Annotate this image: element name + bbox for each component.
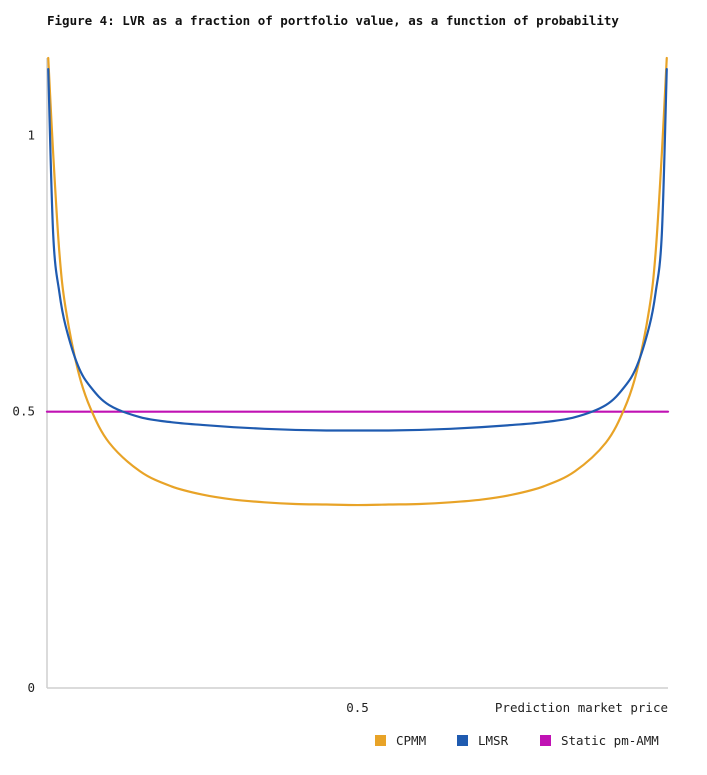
legend-label: Static pm-AMM bbox=[561, 733, 659, 748]
x-tick-label: 0.5 bbox=[346, 700, 369, 715]
axes bbox=[46, 58, 668, 689]
legend-item-static-pm-amm: Static pm-AMM bbox=[540, 733, 659, 748]
y-tick-label: 0 bbox=[27, 680, 35, 695]
chart-title: Figure 4: LVR as a fraction of portfolio… bbox=[47, 13, 619, 28]
series-line-lmsr bbox=[47, 67, 668, 432]
legend-label: CPMM bbox=[396, 733, 426, 748]
y-tick-labels: 00.51 bbox=[12, 127, 35, 695]
series-line-cpmm bbox=[47, 56, 668, 507]
legend-label: LMSR bbox=[478, 733, 509, 748]
legend-item-cpmm: CPMM bbox=[375, 733, 426, 748]
legend-swatch bbox=[457, 735, 468, 746]
legend-swatch bbox=[375, 735, 386, 746]
x-axis-label: Prediction market price bbox=[495, 700, 668, 715]
legend-item-lmsr: LMSR bbox=[457, 733, 509, 748]
legend-swatch bbox=[540, 735, 551, 746]
series-layer bbox=[45, 56, 670, 507]
y-tick-label: 1 bbox=[27, 127, 35, 142]
y-tick-label: 0.5 bbox=[12, 404, 35, 419]
x-tick-labels: 0.5 bbox=[346, 700, 369, 715]
legend: CPMM LMSR Static pm-AMM bbox=[375, 733, 659, 748]
